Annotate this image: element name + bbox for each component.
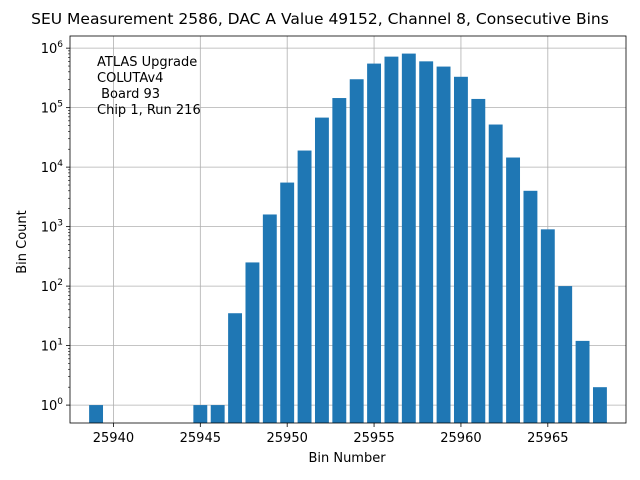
x-tick-label: 25945: [180, 431, 221, 446]
y-tick-label: 105: [41, 100, 63, 117]
y-axis-label: Bin Count: [15, 210, 30, 274]
annotation-line: ATLAS Upgrade: [97, 55, 197, 70]
x-tick-label: 25965: [527, 431, 568, 446]
x-tick-label: 25960: [440, 431, 481, 446]
y-tick-label: 101: [41, 338, 63, 355]
y-tick-label: 103: [41, 219, 63, 236]
bar: [401, 53, 416, 424]
bar: [262, 214, 277, 423]
bar: [193, 405, 208, 423]
y-tick-label: 104: [41, 159, 64, 176]
run-annotation: ATLAS Upgrade COLUTAv4 Board 93 Chip 1, Ru…: [97, 55, 201, 118]
bar: [349, 79, 364, 423]
bar: [332, 98, 347, 423]
y-tick-label: 100: [41, 397, 64, 414]
bar: [540, 229, 555, 423]
bar: [453, 76, 468, 424]
bar: [471, 98, 486, 423]
bar: [592, 387, 607, 423]
bar: [367, 63, 382, 423]
bar: [575, 340, 590, 423]
bar: [210, 405, 225, 423]
bar: [280, 182, 295, 423]
bar: [419, 61, 434, 424]
x-tick-label: 25950: [267, 431, 308, 446]
x-tick-label: 25955: [353, 431, 394, 446]
bar: [436, 66, 451, 424]
bar-series: [89, 53, 607, 424]
bar: [314, 117, 329, 423]
bar: [297, 150, 312, 423]
annotation-line: Chip 1, Run 216: [97, 103, 201, 118]
x-tick-label: 25940: [93, 431, 134, 446]
bar: [523, 190, 538, 423]
axes: 25940 25945 25950 25955 25960 25965 100 101 102 1…: [41, 35, 627, 446]
y-tick-label: 106: [41, 40, 64, 57]
bar: [228, 313, 243, 423]
annotation-line: Board 93: [97, 87, 160, 102]
x-axis-label: Bin Number: [308, 451, 386, 466]
bar: [488, 124, 503, 423]
bar: [89, 405, 104, 423]
bar: [506, 157, 521, 423]
y-tick-label: 102: [41, 278, 63, 295]
bar: [245, 262, 260, 423]
annotation-line: COLUTAv4: [97, 71, 163, 86]
bar: [384, 56, 399, 423]
chart-title: SEU Measurement 2586, DAC A Value 49152,…: [31, 10, 609, 28]
bar: [558, 286, 573, 423]
